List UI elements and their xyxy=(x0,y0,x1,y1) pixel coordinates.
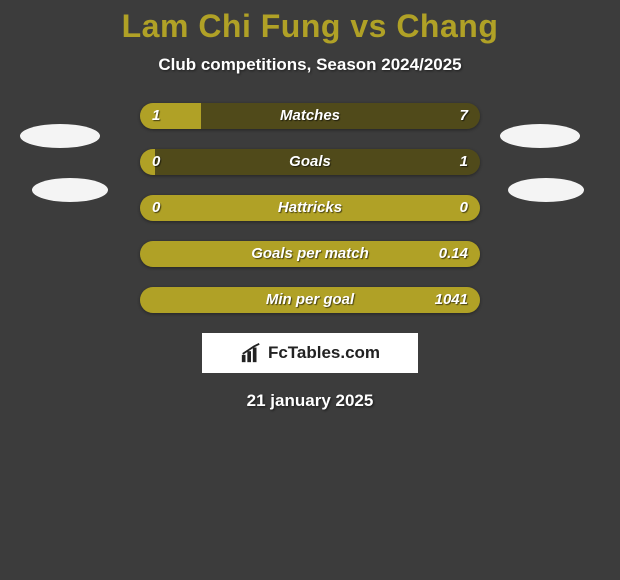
stat-label: Matches xyxy=(140,103,480,129)
stat-value-left: 0 xyxy=(152,149,160,175)
stat-row: Hattricks0 0 xyxy=(140,195,480,221)
stats-container: Matches17Goals01Hattricks00Goals per mat… xyxy=(140,103,480,313)
bars-icon xyxy=(240,342,262,364)
title-player-left: Lam Chi Fung xyxy=(122,8,341,44)
stat-value-left: 0 xyxy=(152,195,160,221)
stat-row: Min per goal1041 xyxy=(140,287,480,313)
avatar-left-bottom xyxy=(32,178,108,202)
stat-row: Goals per match0.14 xyxy=(140,241,480,267)
stat-label: Min per goal xyxy=(140,287,480,313)
subtitle: Club competitions, Season 2024/2025 xyxy=(0,55,620,75)
stat-value-right: 0 xyxy=(460,195,468,221)
stat-row: Goals0 1 xyxy=(140,149,480,175)
title-vs: vs xyxy=(341,8,396,44)
stat-label: Goals xyxy=(140,149,480,175)
stat-value-right: 0.14 xyxy=(439,241,468,267)
avatar-right-top xyxy=(500,124,580,148)
title-player-right: Chang xyxy=(396,8,498,44)
stat-value-right: 1041 xyxy=(435,287,468,313)
page-title: Lam Chi Fung vs Chang xyxy=(0,0,620,45)
branding-badge: FcTables.com xyxy=(202,333,418,373)
stat-value-right: 7 xyxy=(460,103,468,129)
footer-date: 21 january 2025 xyxy=(0,391,620,411)
branding-text: FcTables.com xyxy=(268,343,380,363)
stat-label: Hattricks xyxy=(140,195,480,221)
stat-label: Goals per match xyxy=(140,241,480,267)
avatar-left-top xyxy=(20,124,100,148)
stat-value-left: 1 xyxy=(152,103,160,129)
avatar-right-bottom xyxy=(508,178,584,202)
stat-row: Matches1 7 xyxy=(140,103,480,129)
stat-value-right: 1 xyxy=(460,149,468,175)
